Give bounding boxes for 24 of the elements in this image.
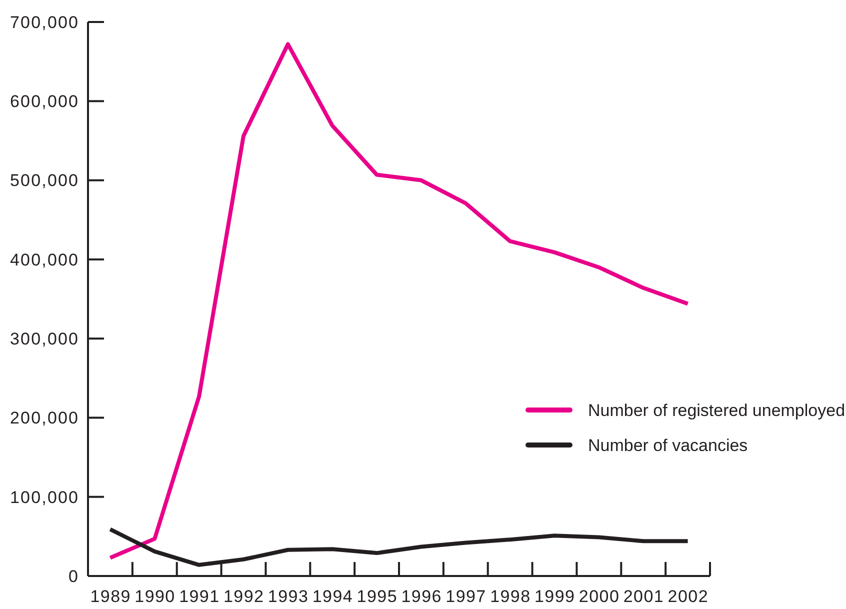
x-tick-label: 1992 xyxy=(224,587,264,606)
y-tick-label: 100,000 xyxy=(10,488,78,507)
x-tick-label: 1993 xyxy=(268,587,308,606)
y-tick-label: 200,000 xyxy=(10,408,78,428)
x-tick-label: 1990 xyxy=(134,587,175,606)
y-tick-label: 300,000 xyxy=(10,330,78,349)
x-tick-label: 1994 xyxy=(312,587,352,606)
x-tick-label: 1996 xyxy=(401,587,442,606)
x-tick-label: 1995 xyxy=(356,587,397,606)
x-tick-label: 1999 xyxy=(534,587,574,606)
x-tick-label: 1991 xyxy=(179,587,220,606)
y-tick-label: 0 xyxy=(68,566,78,586)
legend-label: Number of vacancies xyxy=(588,436,748,455)
legend-label: Number of registered unemployed xyxy=(588,400,846,420)
y-tick-label: 700,000 xyxy=(10,12,78,32)
y-tick-label: 600,000 xyxy=(10,92,78,112)
y-tick-label: 500,000 xyxy=(10,171,78,190)
x-tick-label: 2001 xyxy=(623,587,664,606)
x-tick-label: 2002 xyxy=(668,587,708,606)
x-tick-label: 2000 xyxy=(578,587,619,606)
x-tick-label: 1997 xyxy=(446,587,486,606)
y-tick-label: 400,000 xyxy=(10,250,78,270)
x-tick-label: 1989 xyxy=(90,587,130,606)
x-tick-label: 1998 xyxy=(490,587,530,606)
